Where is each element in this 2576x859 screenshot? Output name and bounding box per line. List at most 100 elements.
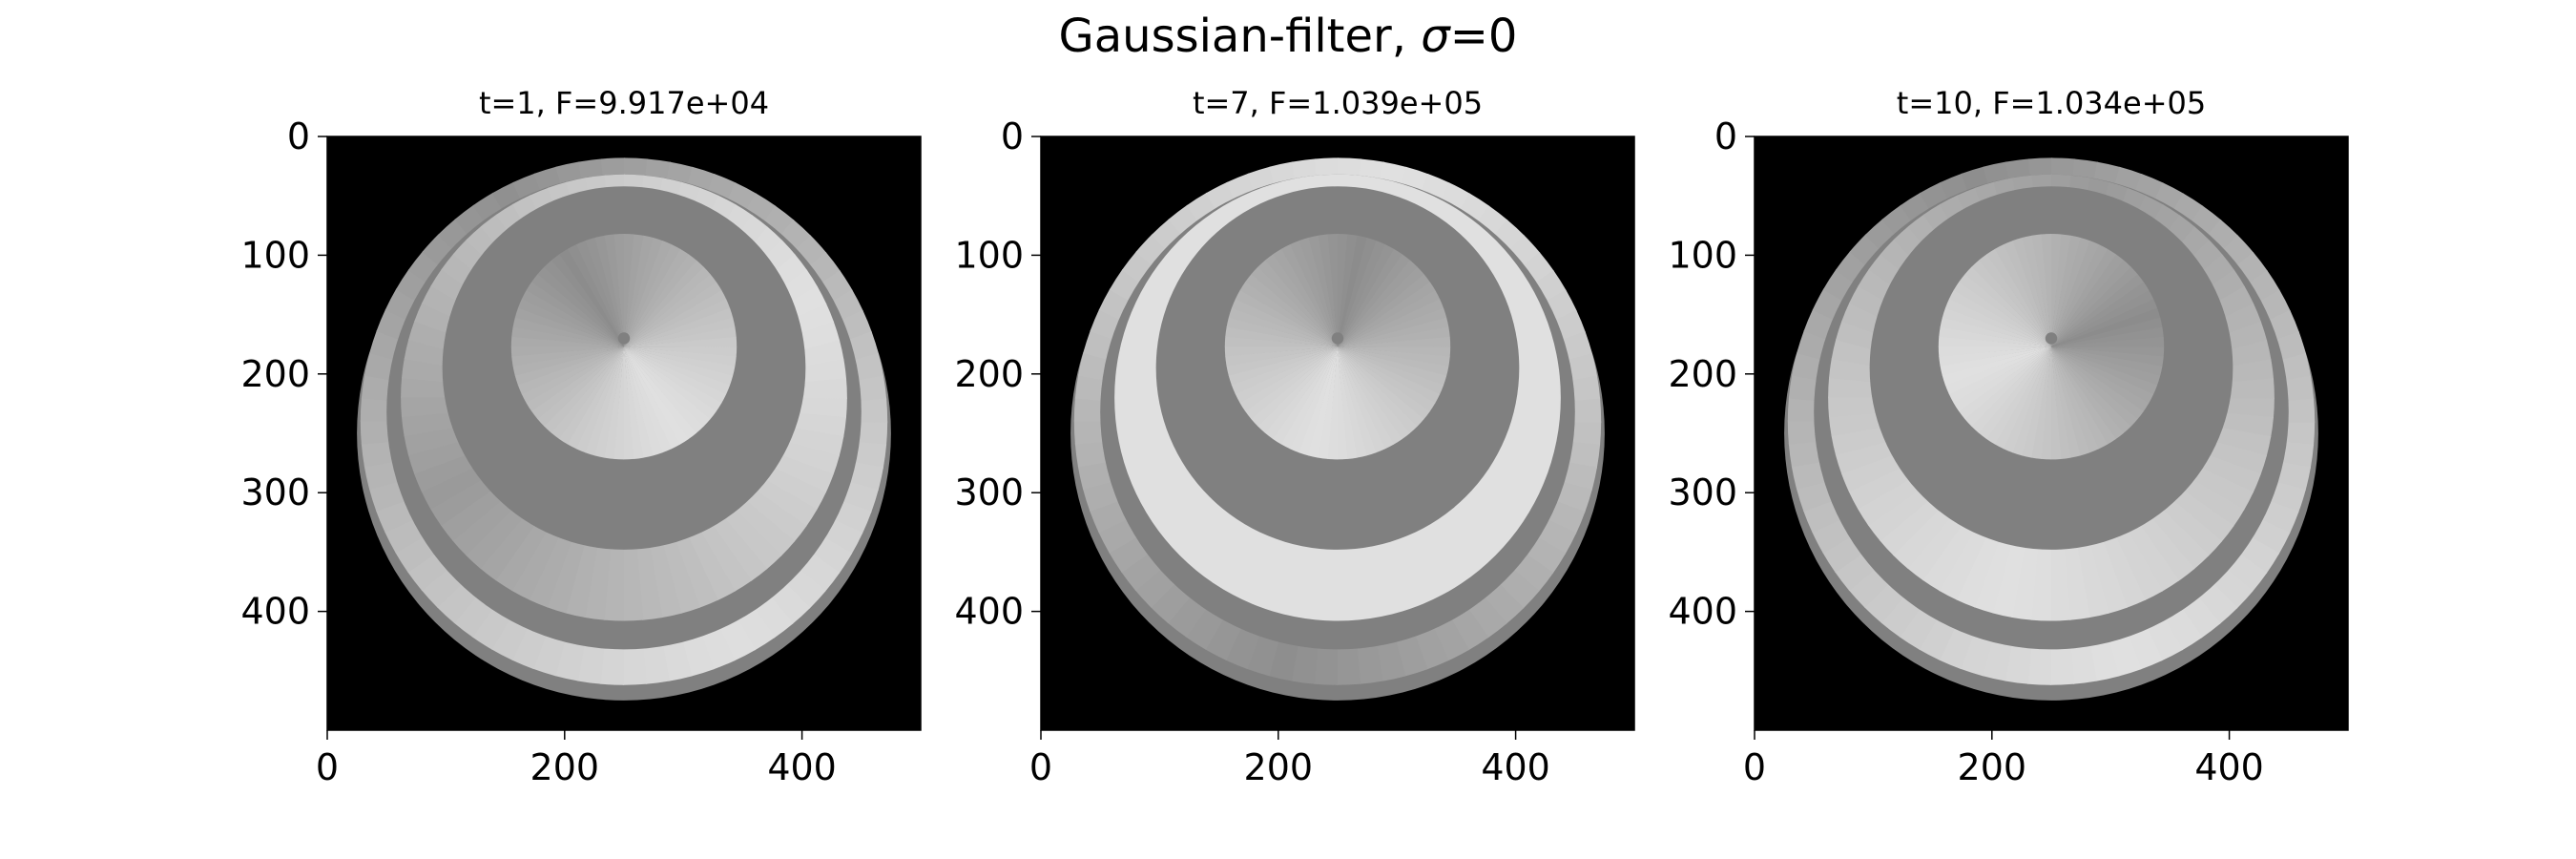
shade-wedge: [1338, 307, 1447, 347]
shade-wedge: [1978, 346, 2051, 439]
shade-wedge: [1224, 346, 1338, 357]
shade-wedge: [1298, 237, 1338, 347]
y-tick-label: 400: [954, 591, 1024, 633]
shade-wedge: [512, 346, 624, 376]
shade-wedge: [2051, 317, 2163, 347]
shade-wedge: [624, 238, 663, 347]
shade-wedge: [1338, 346, 1447, 387]
panel-1: t=1, F=9.917e+04 0 100 200 300 400 0 200 400: [240, 85, 922, 788]
shade-wedge: [526, 281, 624, 347]
disk-layer-6: [1224, 234, 1451, 460]
shade-wedge: [1942, 307, 2051, 347]
shade-wedge: [1338, 346, 1377, 456]
shade-wedge: [1979, 254, 2051, 347]
axes-frame: [1040, 136, 1635, 731]
shade-wedge: [1338, 346, 1402, 445]
shade-wedge: [544, 346, 624, 433]
shade-wedge: [1944, 346, 2051, 395]
shade-wedge: [624, 346, 696, 440]
shade-wedge: [1940, 317, 2051, 347]
shade-wedge: [2012, 346, 2051, 456]
shade-wedge: [2031, 234, 2051, 347]
shade-wedge: [521, 289, 624, 347]
shade-wedge: [1959, 273, 2051, 347]
shade-wedge: [2051, 346, 2099, 453]
x-tick-label: 0: [1029, 746, 1052, 788]
shade-wedge: [2051, 307, 2161, 347]
shade-wedge: [1280, 243, 1338, 347]
shade-wedge: [567, 346, 624, 450]
shade-wedge: [2051, 266, 2138, 347]
shade-wedge: [1940, 346, 2051, 376]
shade-wedge: [1338, 326, 1450, 347]
x-tick-label: 400: [1481, 746, 1550, 788]
shade-wedge: [2051, 336, 2165, 347]
x-tick-label: 200: [1958, 746, 2027, 788]
shade-wedge: [624, 346, 717, 420]
shade-wedge: [2051, 346, 2138, 428]
x-tick-label: 0: [316, 746, 339, 788]
shade-wedge: [1938, 346, 2051, 357]
y-tick-label: 100: [954, 234, 1024, 276]
shade-wedge: [2051, 346, 2150, 412]
shade-wedge: [2051, 238, 2090, 347]
shade-wedge: [544, 260, 624, 347]
disk: [617, 332, 631, 345]
shade-wedge: [575, 346, 624, 453]
y-tick-label: 400: [1668, 591, 1737, 633]
shade-wedge: [2051, 346, 2116, 445]
shade-wedge: [1338, 254, 1411, 347]
shade-wedge: [624, 299, 731, 347]
shade-wedge: [1338, 346, 1367, 458]
shade-wedge: [1953, 346, 2051, 411]
shade-wedge: [1338, 248, 1403, 347]
shade-wedge: [1290, 240, 1338, 347]
x-tick-label: 200: [530, 746, 600, 788]
shade-wedge: [624, 346, 731, 395]
x-tick-label: 0: [1743, 746, 1766, 788]
shade-wedge: [2051, 346, 2163, 377]
disk: [2045, 332, 2058, 345]
y-tick-label: 0: [1001, 115, 1024, 157]
shade-wedge: [585, 346, 624, 456]
shade-wedge: [530, 346, 624, 420]
shade-wedge: [514, 307, 624, 347]
shade-wedge: [1338, 266, 1424, 347]
y-tick-label: 200: [240, 353, 310, 395]
disk-layer-7: [617, 332, 631, 345]
shade-wedge: [1239, 346, 1338, 411]
shade-wedge: [1264, 346, 1338, 439]
shade-wedge: [2051, 346, 2081, 458]
shade-wedge: [624, 346, 736, 377]
shade-wedge: [514, 346, 624, 386]
y-tick-label: 200: [1668, 353, 1737, 395]
shade-wedge: [624, 346, 663, 456]
shade-wedge: [624, 346, 711, 428]
shade-wedge: [1939, 346, 2051, 367]
image-content: [357, 157, 891, 701]
shade-wedge: [2041, 234, 2052, 347]
shade-wedge: [1994, 243, 2051, 347]
shade-wedge: [559, 248, 624, 347]
y-tick-label: 200: [954, 353, 1024, 395]
shade-wedge: [624, 307, 734, 347]
axes-frame: [1754, 136, 2349, 731]
shade-wedge: [517, 298, 624, 347]
shade-wedge: [1338, 346, 1424, 428]
shade-wedge: [1327, 234, 1339, 347]
shade-wedge: [1942, 346, 2051, 386]
y-tick-label: 100: [240, 234, 310, 276]
shade-wedge: [624, 326, 737, 347]
shade-wedge: [1971, 260, 2051, 347]
shade-wedge: [2012, 237, 2051, 347]
image-content: [1784, 157, 2318, 701]
shade-wedge: [2051, 346, 2158, 395]
shade-wedge: [1338, 282, 1436, 347]
shade-wedge: [1338, 346, 1441, 404]
panel-title: t=1, F=9.917e+04: [479, 85, 769, 121]
shade-wedge: [1338, 346, 1410, 440]
shade-wedge: [624, 346, 672, 453]
panel-title: t=10, F=1.034e+05: [1897, 85, 2206, 121]
y-tick-label: 300: [240, 471, 310, 513]
